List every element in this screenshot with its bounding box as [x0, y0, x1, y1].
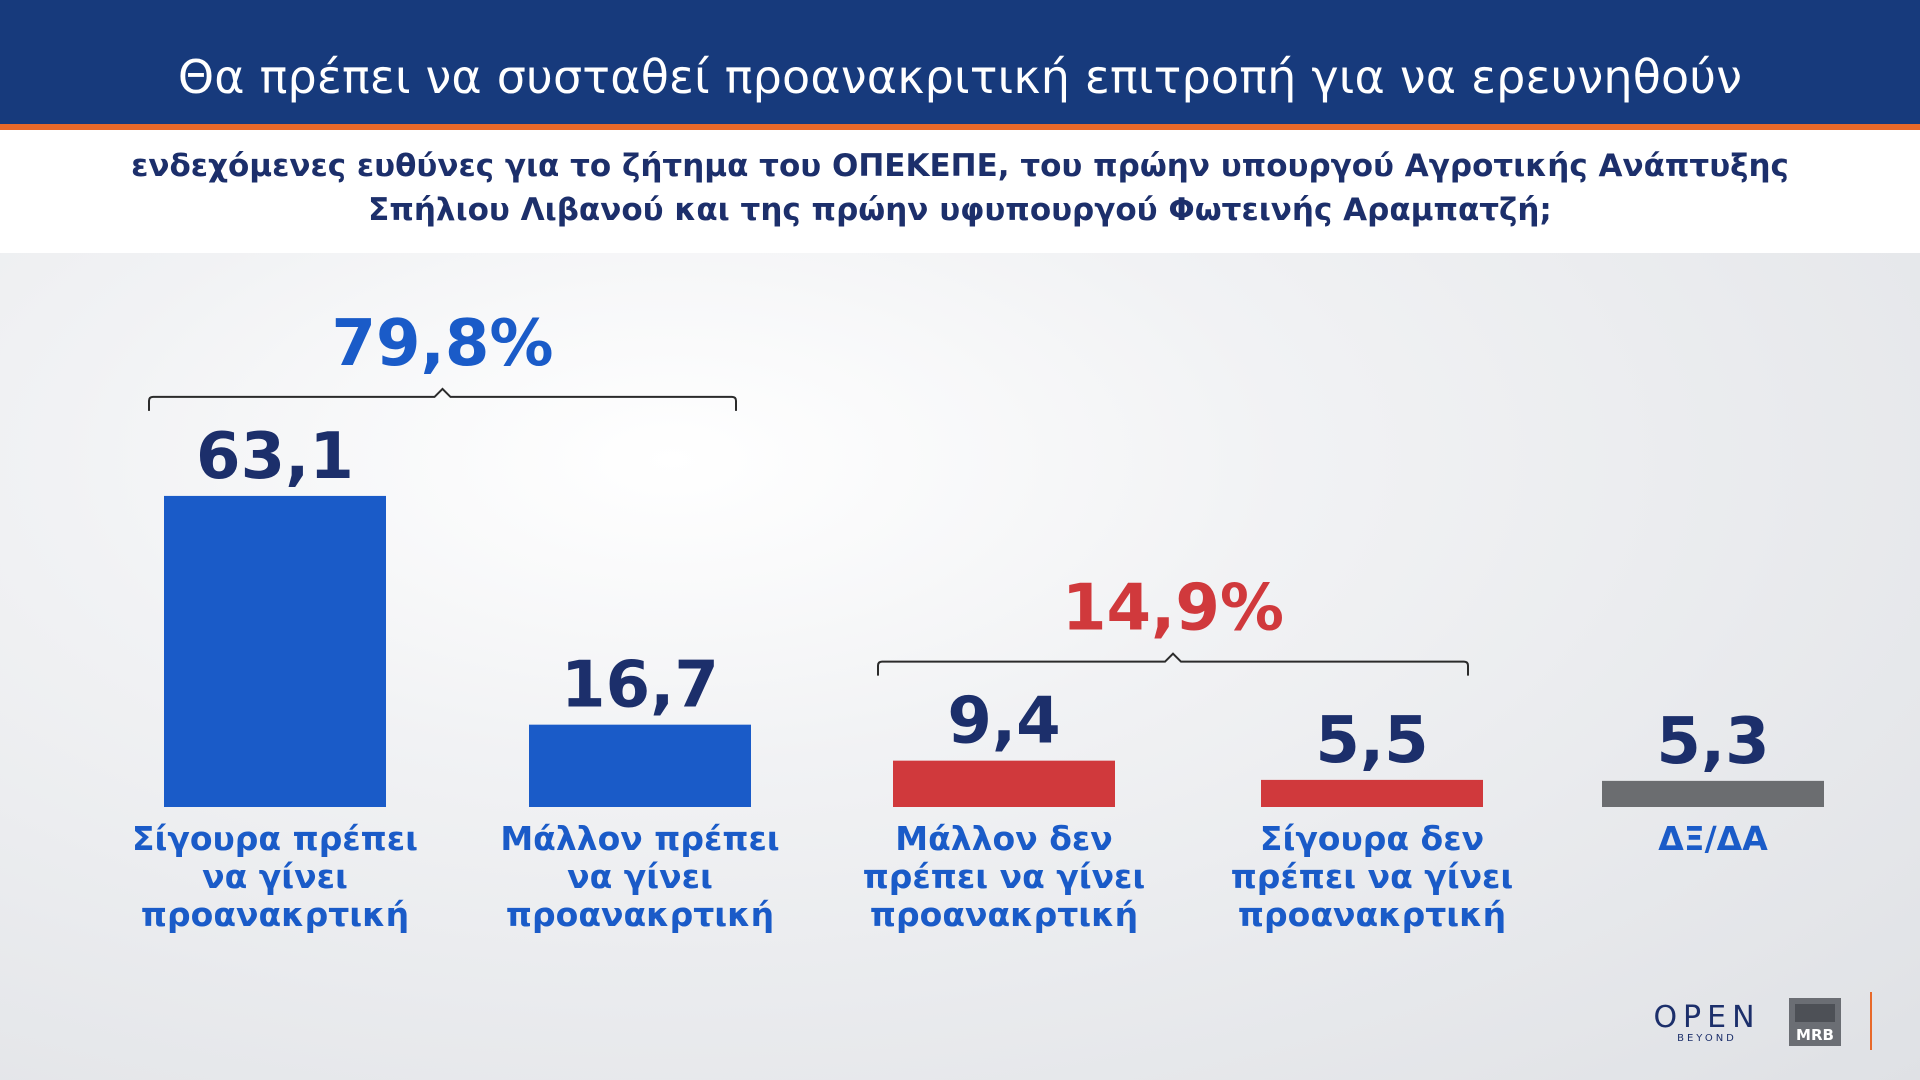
logo-divider — [1870, 992, 1872, 1050]
group-total-label-1: 79,8% — [331, 307, 553, 381]
bar-1 — [164, 495, 386, 807]
category-label-5-line-1: ΔΞ/ΔΑ — [1658, 819, 1768, 858]
value-label-3: 9,4 — [947, 685, 1060, 759]
mrb-logo-block — [1795, 1004, 1835, 1022]
category-label-1-line-3: προανακρτική — [141, 895, 409, 934]
category-label-1-line-1: Σίγουρα πρέπει — [132, 819, 418, 858]
subtitle-line-2: Σπήλιου Λιβανού και της πρώην υφυπουργού… — [368, 192, 1552, 228]
category-label-3-line-3: προανακρτική — [870, 895, 1138, 934]
group-bracket-2 — [877, 652, 1469, 676]
category-label-2-line-3: προανακρτική — [506, 895, 774, 934]
category-label-1-line-2: να γίνει — [202, 857, 348, 896]
category-label-4-line-1: Σίγουρα δεν — [1260, 819, 1484, 858]
open-logo-tagline: BEYOND — [1677, 1033, 1737, 1044]
bar-4 — [1261, 779, 1483, 807]
bar-3 — [893, 760, 1115, 807]
subtitle-line-1: ενδεχόμενες ευθύνες για το ζήτημα του ΟΠ… — [131, 148, 1789, 184]
value-label-5: 5,3 — [1656, 705, 1769, 779]
group-total-label-2: 14,9% — [1062, 572, 1284, 646]
category-label-3-line-1: Μάλλον δεν — [895, 819, 1112, 858]
bar-5 — [1602, 780, 1824, 807]
subtitle-panel: ενδεχόμενες ευθύνες για το ζήτημα του ΟΠ… — [0, 130, 1920, 253]
chart-area: 63,1 Σίγουρα πρέπει να γίνει προανακρτική 16… — [0, 253, 1920, 1080]
category-label-3-line-2: πρέπει να γίνει — [863, 857, 1146, 896]
mrb-logo-text: MRB — [1796, 1026, 1834, 1044]
page-title: Θα πρέπει να συσταθεί προανακριτική επιτ… — [177, 50, 1743, 104]
category-label-2-line-1: Μάλλον πρέπει — [500, 819, 779, 858]
value-label-2: 16,7 — [561, 649, 719, 723]
value-label-1: 63,1 — [196, 420, 354, 494]
header-bar: Θα πρέπει να συσταθεί προανακριτική επιτ… — [0, 0, 1920, 124]
group-bracket-1 — [148, 387, 737, 411]
category-label-4-line-2: πρέπει να γίνει — [1231, 857, 1514, 896]
bar-2 — [529, 724, 751, 807]
category-label-2-line-2: να γίνει — [567, 857, 713, 896]
open-logo: OPEN — [1653, 1000, 1761, 1035]
value-label-4: 5,5 — [1315, 704, 1428, 778]
category-label-4-line-3: προανακρτική — [1238, 895, 1506, 934]
header-accent-stripe — [0, 124, 1920, 130]
mrb-logo: MRB — [1789, 998, 1841, 1046]
